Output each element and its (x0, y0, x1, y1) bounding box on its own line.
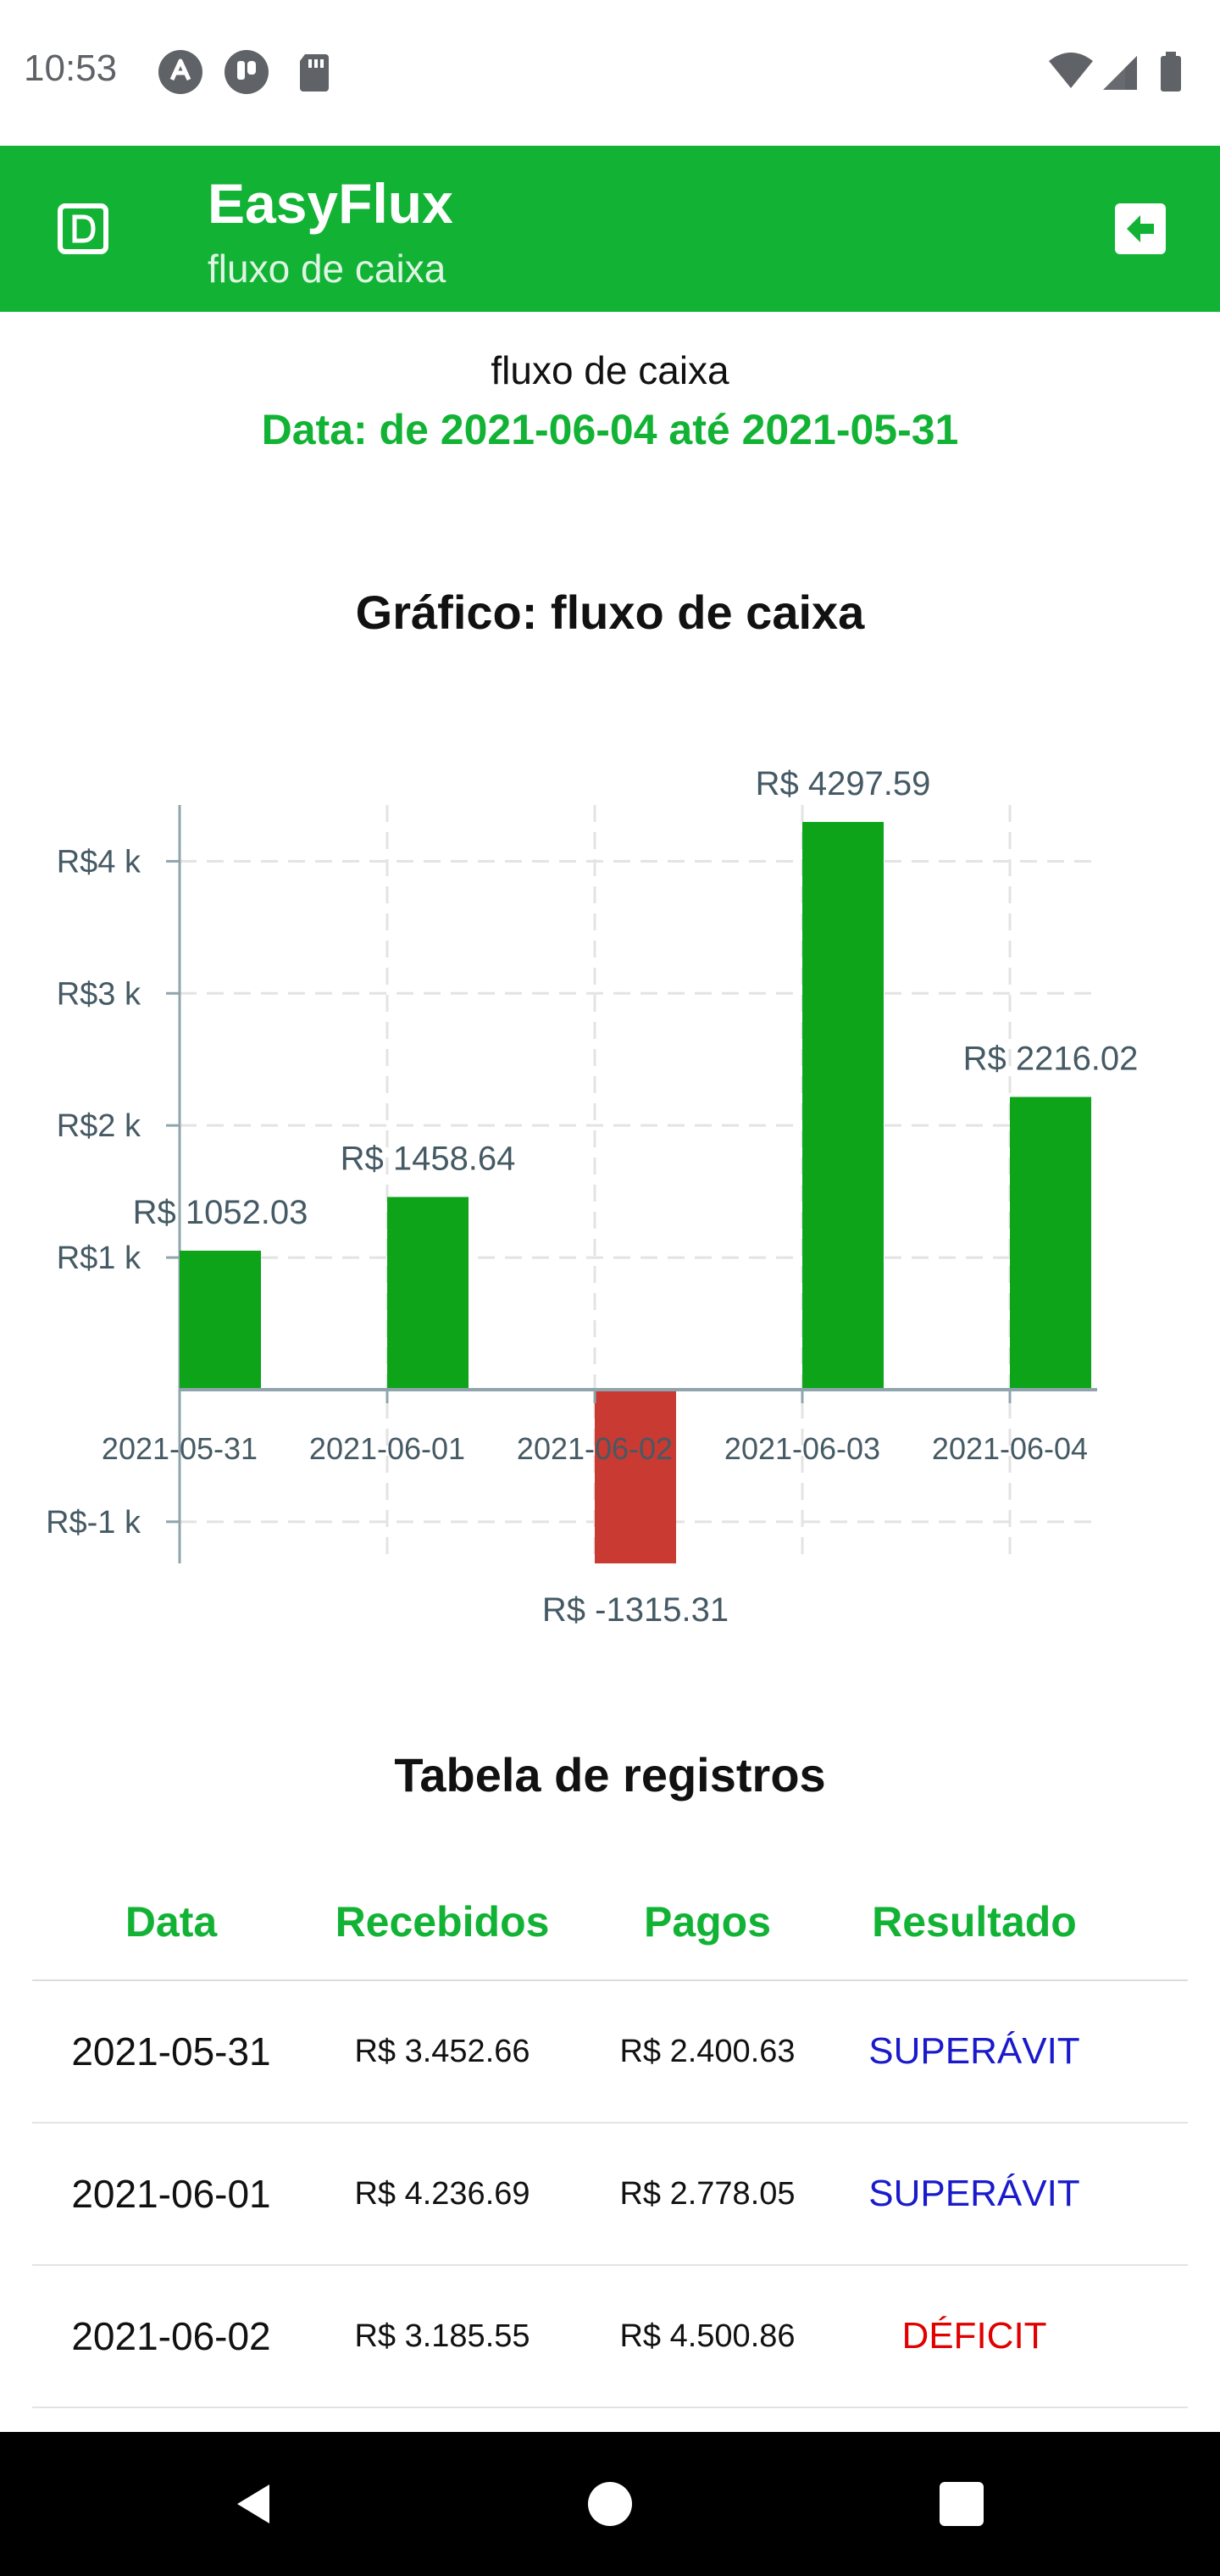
app-title: EasyFlux (208, 172, 453, 235)
header-date: Data (125, 1898, 218, 1946)
x-tick-label: 2021-06-04 (932, 1431, 1088, 1466)
bar (180, 1250, 261, 1390)
bar (387, 1196, 469, 1390)
battery-icon (1161, 56, 1181, 92)
bar (802, 822, 884, 1390)
x-tick-label: 2021-06-03 (724, 1431, 880, 1466)
x-tick-label: 2021-06-02 (517, 1431, 673, 1466)
app-subtitle: fluxo de caixa (208, 247, 446, 291)
table-row: 2021-06-02 R$ 3.185.55 R$ 4.500.86 DÉFIC… (32, 2266, 1188, 2408)
status-time: 10:53 (24, 47, 118, 89)
report-title: fluxo de caixa (491, 348, 729, 392)
status-bar: 10:53 (0, 0, 1220, 146)
autofill-icon (158, 50, 202, 94)
system-status-icons (1049, 52, 1181, 92)
row-received: R$ 3.452.66 (354, 2033, 530, 2069)
row-received: R$ 4.236.69 (354, 2175, 530, 2212)
y-tick-label: R$3 k (57, 976, 141, 1012)
bar (1010, 1096, 1091, 1390)
table-row: 2021-05-31 R$ 3.452.66 R$ 2.400.63 SUPER… (32, 1981, 1188, 2124)
row-paid: R$ 2.400.63 (619, 2033, 796, 2069)
sd-card-icon (300, 54, 329, 92)
table-row: 2021-06-01 R$ 4.236.69 R$ 2.778.05 SUPER… (32, 2124, 1188, 2266)
x-tick-label: 2021-06-01 (309, 1431, 465, 1466)
header-received: Recebidos (335, 1898, 550, 1946)
row-date: 2021-06-02 (71, 2314, 271, 2358)
x-tick-label: 2021-05-31 (102, 1431, 258, 1466)
row-date: 2021-05-31 (71, 2029, 271, 2074)
y-tick-label: R$-1 k (46, 1505, 141, 1541)
report-date-range: Data: de 2021-06-04 até 2021-05-31 (261, 406, 959, 453)
row-result: SUPERÁVIT (868, 2173, 1080, 2214)
cash-flow-bar-chart: R$-1 k R$1 k R$2 k R$3 k R$4 k 2021-05-31 2021… (46, 765, 1139, 1629)
records-table: Data Recebidos Pagos Resultado 2021-05-3… (32, 1864, 1188, 2408)
table-title: Tabela de registros (394, 1748, 826, 1802)
row-date: 2021-06-01 (71, 2172, 271, 2216)
system-nav-bar (0, 2432, 1220, 2576)
y-tick-label: R$1 k (57, 1241, 141, 1276)
document-d-icon[interactable] (56, 202, 110, 256)
bar (595, 1389, 676, 1563)
home-icon[interactable] (580, 2474, 640, 2534)
row-paid: R$ 2.778.05 (619, 2175, 796, 2212)
recents-icon[interactable] (932, 2474, 991, 2534)
data-label: R$ 1052.03 (133, 1194, 308, 1231)
data-label: R$ 4297.59 (756, 765, 931, 802)
pocket-icon (225, 50, 269, 94)
row-received: R$ 3.185.55 (354, 2318, 530, 2354)
wifi-icon (1049, 53, 1093, 88)
table-header-row: Data Recebidos Pagos Resultado (32, 1864, 1188, 1981)
header-paid: Pagos (643, 1898, 772, 1946)
logout-icon[interactable] (1110, 198, 1171, 259)
chart-title: Gráfico: fluxo de caixa (355, 586, 865, 639)
header-result: Resultado (872, 1898, 1077, 1946)
row-paid: R$ 4.500.86 (619, 2318, 796, 2354)
data-label: R$ 2216.02 (963, 1040, 1139, 1077)
data-label: R$ 1458.64 (341, 1141, 516, 1178)
y-tick-label: R$4 k (57, 844, 141, 880)
data-label: R$ -1315.31 (542, 1591, 729, 1629)
app-bar: EasyFlux fluxo de caixa (0, 146, 1220, 312)
row-result: DÉFICIT (901, 2315, 1047, 2357)
y-tick-label: R$2 k (57, 1108, 141, 1144)
back-icon[interactable] (222, 2474, 281, 2534)
row-result: SUPERÁVIT (868, 2030, 1080, 2072)
